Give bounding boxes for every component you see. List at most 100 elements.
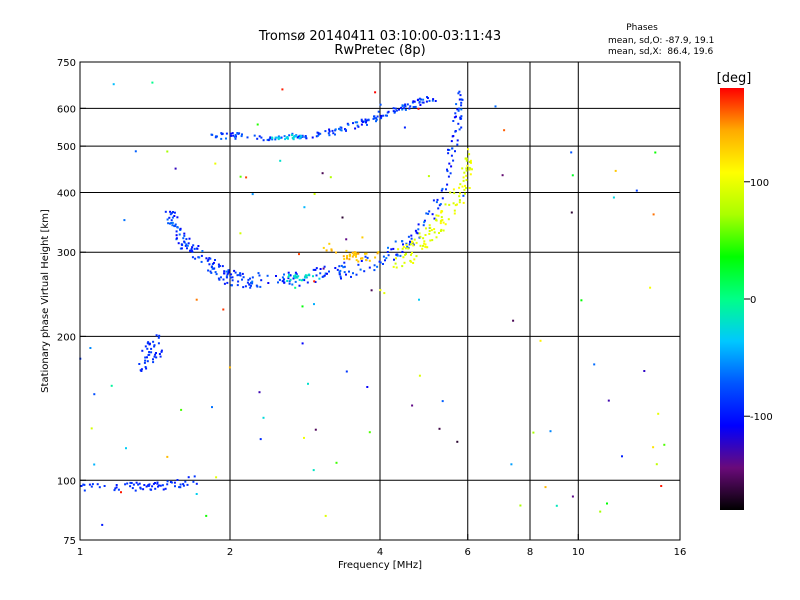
data-point	[287, 277, 290, 280]
data-point	[291, 283, 294, 286]
data-point	[338, 271, 341, 274]
data-point	[403, 107, 406, 110]
data-point	[387, 246, 389, 249]
data-point	[382, 114, 385, 117]
data-point	[241, 133, 243, 136]
data-point	[437, 207, 440, 210]
data-point	[361, 257, 364, 260]
data-point	[411, 240, 413, 243]
data-point	[256, 123, 259, 126]
data-point	[301, 305, 304, 308]
data-point	[335, 251, 337, 254]
data-point	[462, 201, 465, 204]
data-point	[144, 359, 147, 362]
data-point	[432, 199, 435, 202]
data-point	[444, 223, 447, 226]
data-point	[275, 275, 277, 277]
data-point	[402, 246, 405, 248]
data-point	[271, 138, 274, 141]
data-point	[571, 174, 574, 177]
data-point	[340, 129, 343, 132]
data-point	[410, 234, 413, 237]
data-point	[453, 192, 456, 195]
data-point	[262, 416, 265, 419]
data-point	[376, 115, 379, 118]
data-point	[155, 356, 158, 359]
data-point	[327, 132, 330, 135]
data-point	[305, 136, 307, 139]
x-tick-label: 4	[377, 547, 383, 558]
data-point	[266, 138, 269, 141]
chart-subtitle: RwPretec (8p)	[334, 43, 425, 58]
data-point	[225, 270, 228, 273]
data-point	[279, 137, 282, 140]
data-point	[173, 211, 176, 214]
data-point	[395, 266, 398, 269]
data-point	[260, 279, 263, 282]
data-point	[173, 215, 176, 217]
data-point	[248, 283, 251, 286]
data-point	[432, 98, 435, 101]
data-point	[423, 240, 426, 243]
data-point	[460, 115, 463, 118]
data-point	[292, 138, 295, 141]
data-point	[458, 128, 461, 131]
data-point	[323, 274, 326, 277]
data-point	[170, 222, 173, 224]
data-point	[291, 134, 293, 137]
data-point	[283, 273, 285, 276]
data-point	[395, 257, 397, 260]
data-point	[580, 299, 583, 302]
data-point	[186, 247, 188, 250]
data-point	[249, 277, 251, 280]
data-point	[360, 257, 362, 260]
data-point	[168, 216, 171, 219]
data-point	[440, 210, 443, 212]
data-point	[221, 265, 224, 268]
data-point	[442, 229, 445, 232]
data-point	[259, 438, 262, 441]
data-point	[466, 164, 469, 167]
data-point	[437, 214, 440, 217]
data-point	[454, 130, 457, 133]
data-point	[402, 243, 404, 246]
data-point	[366, 256, 369, 259]
data-point	[422, 244, 424, 247]
data-point	[155, 334, 158, 337]
data-point	[287, 271, 290, 274]
data-point	[186, 244, 189, 247]
y-tick-label: 500	[57, 142, 76, 153]
data-point	[347, 123, 350, 126]
data-point	[258, 135, 261, 138]
data-point	[404, 108, 407, 111]
data-point	[407, 247, 410, 250]
data-point	[379, 103, 382, 106]
data-point	[607, 399, 610, 402]
data-point	[459, 94, 462, 97]
data-point	[392, 265, 395, 268]
data-point	[176, 479, 179, 481]
data-point	[162, 488, 165, 491]
data-point	[283, 281, 286, 284]
y-tick-label: 600	[57, 104, 76, 115]
data-point	[218, 278, 221, 281]
data-point	[494, 105, 497, 108]
data-point	[294, 275, 297, 278]
phase-line-x: mean, sd,X: 86.4, 19.6	[608, 47, 714, 57]
data-point	[177, 242, 180, 245]
data-point	[225, 276, 228, 279]
data-point	[312, 268, 315, 271]
data-point	[660, 485, 663, 487]
data-point	[416, 99, 419, 102]
data-point	[401, 108, 404, 111]
data-point	[201, 250, 204, 252]
data-point	[145, 485, 148, 488]
data-point	[298, 137, 301, 140]
data-point	[152, 358, 154, 361]
data-point	[461, 185, 464, 188]
data-point	[200, 260, 203, 263]
x-tick-label: 2	[227, 547, 233, 558]
data-point	[593, 363, 596, 366]
data-point	[188, 237, 191, 240]
data-point	[410, 237, 413, 240]
